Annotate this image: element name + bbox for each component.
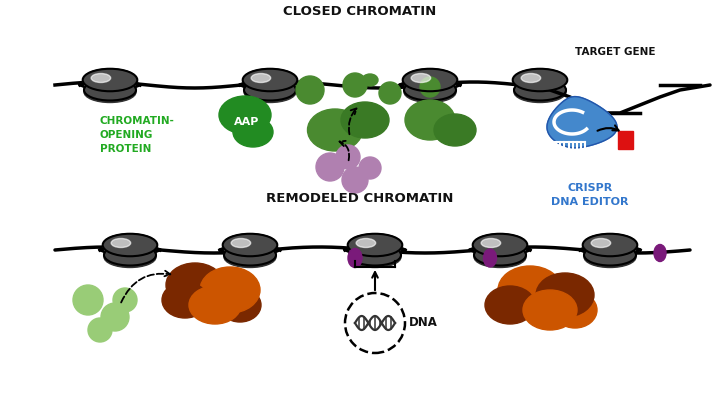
Ellipse shape bbox=[523, 290, 577, 330]
Ellipse shape bbox=[514, 81, 566, 102]
Ellipse shape bbox=[219, 96, 271, 134]
Ellipse shape bbox=[104, 245, 156, 266]
Circle shape bbox=[420, 77, 440, 97]
Ellipse shape bbox=[104, 247, 156, 267]
Ellipse shape bbox=[356, 239, 376, 247]
Circle shape bbox=[336, 145, 360, 169]
Ellipse shape bbox=[411, 73, 431, 83]
Ellipse shape bbox=[348, 234, 402, 256]
Circle shape bbox=[88, 318, 112, 342]
Circle shape bbox=[359, 157, 381, 179]
Text: CLOSED CHROMATIN: CLOSED CHROMATIN bbox=[284, 5, 436, 18]
Ellipse shape bbox=[654, 245, 666, 262]
Ellipse shape bbox=[362, 74, 378, 86]
Ellipse shape bbox=[405, 100, 455, 140]
Text: CRISPR
DNA EDITOR: CRISPR DNA EDITOR bbox=[552, 183, 629, 207]
Ellipse shape bbox=[584, 247, 636, 267]
Ellipse shape bbox=[591, 239, 611, 247]
Ellipse shape bbox=[83, 69, 138, 91]
Ellipse shape bbox=[84, 79, 136, 100]
Polygon shape bbox=[547, 97, 617, 148]
Ellipse shape bbox=[474, 247, 526, 267]
Text: AAP: AAP bbox=[234, 117, 260, 127]
Ellipse shape bbox=[553, 292, 597, 328]
Text: CHROMATIN-
OPENING
PROTEIN: CHROMATIN- OPENING PROTEIN bbox=[100, 116, 175, 154]
Circle shape bbox=[316, 153, 344, 181]
Circle shape bbox=[73, 285, 103, 315]
Ellipse shape bbox=[513, 69, 567, 91]
Ellipse shape bbox=[474, 245, 526, 266]
Ellipse shape bbox=[111, 239, 130, 247]
Text: REMODELED CHROMATIN: REMODELED CHROMATIN bbox=[266, 192, 454, 205]
Ellipse shape bbox=[189, 286, 241, 324]
Ellipse shape bbox=[200, 267, 260, 313]
Ellipse shape bbox=[402, 69, 457, 91]
Ellipse shape bbox=[434, 114, 476, 146]
Ellipse shape bbox=[219, 288, 261, 322]
Circle shape bbox=[345, 293, 405, 353]
Ellipse shape bbox=[103, 234, 157, 256]
Circle shape bbox=[343, 73, 367, 97]
Ellipse shape bbox=[244, 81, 296, 102]
Ellipse shape bbox=[231, 239, 251, 247]
Ellipse shape bbox=[349, 245, 401, 266]
Ellipse shape bbox=[349, 247, 401, 267]
Ellipse shape bbox=[473, 234, 527, 256]
Bar bbox=[618, 131, 633, 149]
Ellipse shape bbox=[404, 81, 456, 102]
Ellipse shape bbox=[307, 109, 362, 151]
Text: TARGET GENE: TARGET GENE bbox=[575, 47, 655, 57]
Ellipse shape bbox=[341, 102, 389, 138]
Ellipse shape bbox=[536, 273, 594, 317]
Ellipse shape bbox=[166, 263, 224, 307]
Ellipse shape bbox=[582, 234, 637, 256]
Ellipse shape bbox=[521, 73, 541, 83]
Circle shape bbox=[342, 167, 368, 193]
Circle shape bbox=[379, 82, 401, 104]
Ellipse shape bbox=[484, 249, 497, 267]
Ellipse shape bbox=[244, 79, 296, 100]
Ellipse shape bbox=[584, 245, 636, 266]
Ellipse shape bbox=[498, 266, 562, 314]
Ellipse shape bbox=[348, 249, 362, 267]
Circle shape bbox=[113, 288, 137, 312]
Text: DNA: DNA bbox=[409, 316, 438, 330]
Ellipse shape bbox=[233, 117, 273, 147]
Ellipse shape bbox=[84, 81, 136, 102]
Ellipse shape bbox=[485, 286, 535, 324]
Ellipse shape bbox=[481, 239, 500, 247]
Circle shape bbox=[101, 303, 129, 331]
Ellipse shape bbox=[514, 79, 566, 100]
Ellipse shape bbox=[91, 73, 111, 83]
Ellipse shape bbox=[224, 245, 276, 266]
Ellipse shape bbox=[243, 69, 297, 91]
Circle shape bbox=[296, 76, 324, 104]
Ellipse shape bbox=[404, 79, 456, 100]
Ellipse shape bbox=[251, 73, 271, 83]
Ellipse shape bbox=[224, 247, 276, 267]
Ellipse shape bbox=[162, 282, 208, 318]
Ellipse shape bbox=[222, 234, 277, 256]
